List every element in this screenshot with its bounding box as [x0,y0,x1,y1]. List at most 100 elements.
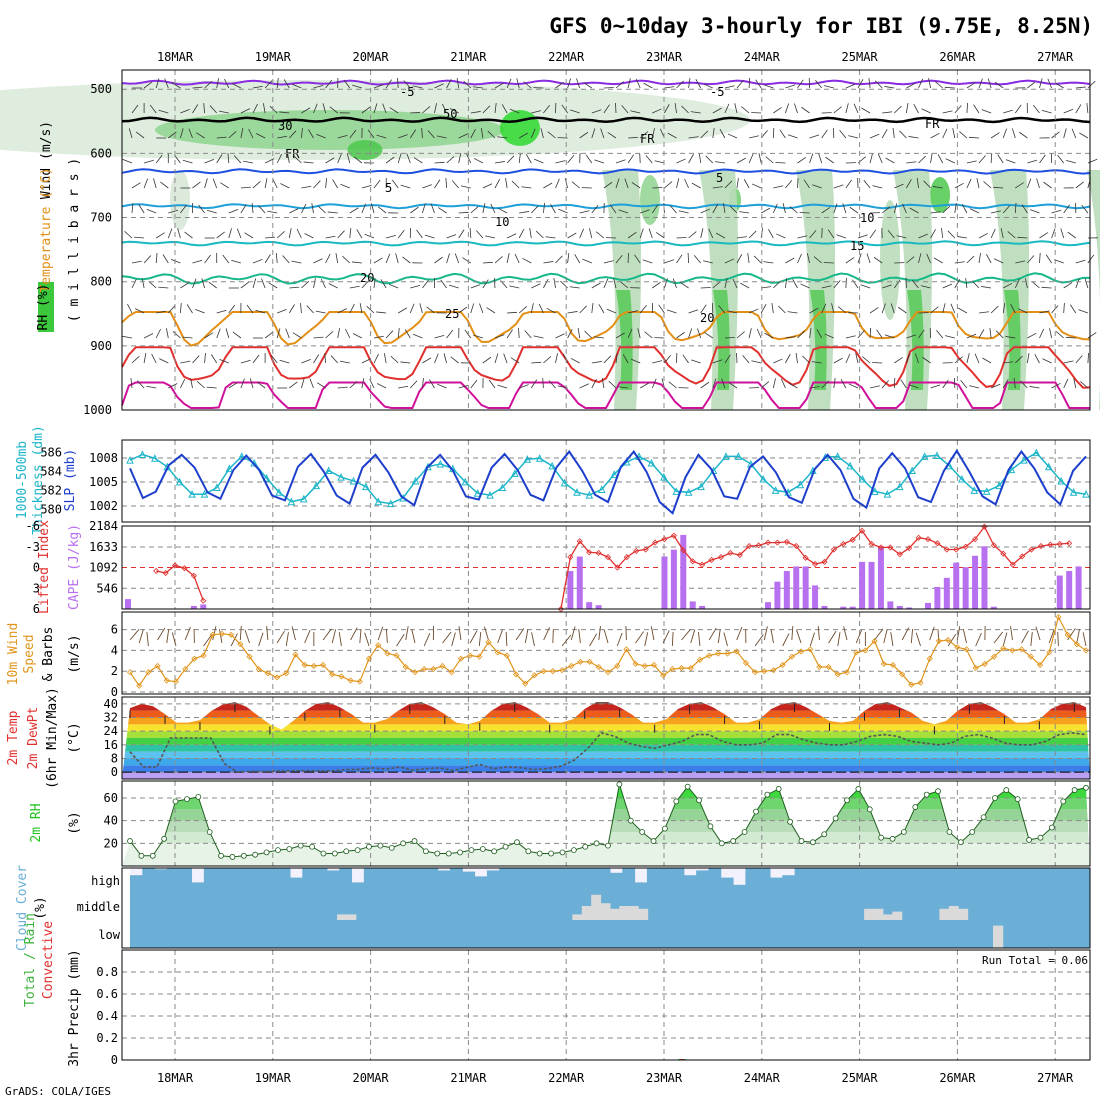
wind-barb [561,104,568,114]
wind-barb [422,378,424,389]
li-point [190,572,197,579]
wind-barb [976,178,980,189]
wind-barb [966,178,972,189]
wind-barb [715,232,726,239]
wind-barb [809,134,820,139]
wind-barb [353,156,363,164]
rh-shade [170,170,190,230]
wind-barb [349,303,355,314]
wind-barb [727,310,738,314]
wind-barb [135,131,145,139]
wind-barb [923,180,931,189]
wind-barb [881,129,888,139]
wind-barb [437,207,447,214]
wind-barb [637,328,641,339]
wind10-point [421,666,428,673]
wind-barb [470,111,481,114]
top-date-label: 25MAR [842,50,879,64]
wind-barb [627,78,631,89]
wind-barb [349,207,359,214]
wind10-point [1073,641,1080,648]
wind-barb [672,278,677,289]
li-point [708,556,715,563]
wind-barb [476,230,484,239]
wind-barb [473,334,484,339]
wind-barb [700,208,710,214]
wind-barb [736,254,743,264]
wind-barb [345,328,351,339]
wind10-point [264,670,271,677]
cape-bar [586,602,593,609]
rh-shade [880,200,900,320]
rh-point [161,835,168,842]
wind-barb [643,82,653,89]
wind-barb [836,234,847,239]
wind-barb [446,253,450,264]
cloud-high-bar [979,868,993,892]
wind10-point [871,637,878,645]
wind-barb [937,153,944,164]
wind-barb [289,208,299,214]
cape-bar [699,605,706,609]
wind-barb [842,203,847,214]
wind10-barb [956,626,961,641]
li-point [887,544,894,551]
wind-barb [579,210,590,214]
wind-barb [993,258,1004,264]
thickness-point [523,455,532,463]
wind-barb [911,279,919,289]
wind-barb [359,303,363,314]
contour-label: 30 [278,119,292,133]
wind-barb [1013,378,1016,389]
wind-barb [780,378,786,389]
wind10-point [577,658,584,665]
wind-barb [482,261,493,264]
rh-point [548,850,554,857]
wind-barb [569,286,580,289]
wind-barb [422,279,429,289]
wind-barb [494,103,497,114]
wind-barb [275,253,278,264]
wind-barb [494,256,503,264]
wind-barb [825,156,835,164]
wind-barb [607,132,617,139]
wind-barb [831,303,835,314]
thickness-point [672,487,681,495]
wind-barb [503,353,508,364]
wind-barb [723,203,726,214]
precip-tick: 0.2 [96,1031,118,1045]
wind-barb [422,184,432,189]
wind-barb [261,278,266,289]
thickness-point [535,454,544,462]
wind-barb [349,285,360,289]
wind10-point [1055,614,1062,621]
wind10-barb [396,634,405,647]
wind-barb [958,307,968,314]
wind-barb [676,331,685,339]
wind-barb [997,154,1004,164]
thickness-tick: 580 [40,502,62,516]
thickness-point [287,497,296,506]
cape-bar [990,606,997,609]
wind10-barb [915,632,921,647]
wind-barb [289,381,298,389]
wind-barb [442,103,447,114]
wind-barb [564,178,568,189]
wind-barb [482,105,491,114]
cloud-high-bar [474,876,488,892]
wind-barb [906,103,909,114]
panel-frame [121,439,1091,523]
wind-barb [174,154,181,164]
wind-barb [361,378,365,389]
wind-barb [591,128,596,139]
bottom-date-label: 22MAR [548,1071,585,1085]
cloud-high-bar [511,868,525,892]
wind10-point [393,652,400,659]
thickness-point [486,490,494,499]
wind-barb [809,230,817,239]
wind-barb [494,82,504,89]
precip-legend-convective: Convective [41,921,56,999]
wind-barb [1047,78,1052,89]
temp-label-4: (°C) [67,722,82,753]
wind-barb [487,130,496,139]
